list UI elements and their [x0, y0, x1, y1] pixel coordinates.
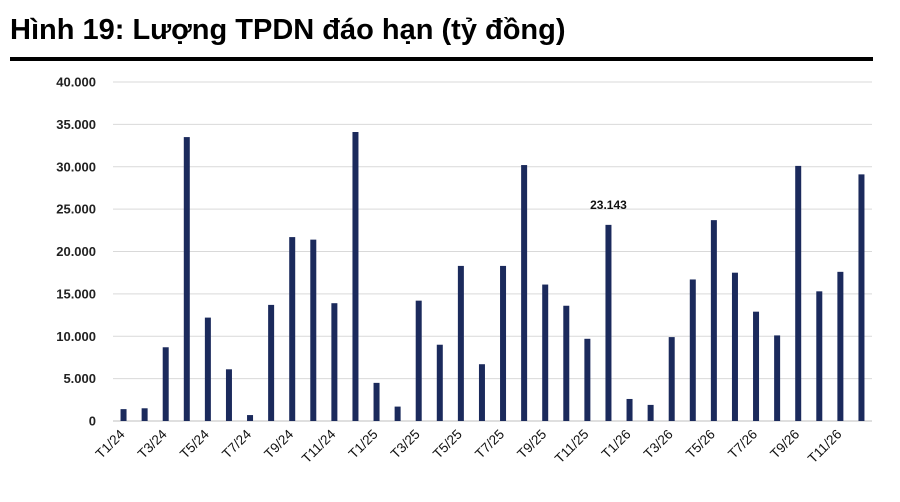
y-tick-label: 5.000	[63, 371, 96, 386]
bar	[605, 224, 612, 421]
chart-title: Hình 19: Lượng TPDN đáo hạn (tỷ đồng)	[10, 14, 566, 46]
x-axis-ticks: T1/24 T3/24 T5/24 T7/24 T9/24 T11/24 T1/25 T3/2…	[93, 426, 845, 466]
y-axis-ticks: 0 5.000 10.000 15.000 20.000 25.000 30.000 35.0…	[56, 75, 96, 429]
bar	[394, 406, 401, 421]
y-tick-label: 15.000	[56, 286, 96, 301]
bar	[225, 369, 232, 421]
bar	[415, 300, 422, 421]
bar	[204, 317, 211, 421]
data-label: 23.143	[590, 198, 627, 212]
y-tick-label: 40.000	[56, 75, 96, 90]
bar	[710, 220, 717, 421]
y-tick-label: 0	[89, 414, 96, 429]
y-tick-label: 30.000	[56, 159, 96, 174]
bar	[753, 311, 760, 421]
bar	[268, 304, 275, 421]
bar	[668, 337, 675, 421]
x-tick-label: T5/26	[683, 427, 718, 462]
x-tick-label: T11/25	[552, 427, 592, 467]
x-tick-label: T7/24	[219, 426, 254, 461]
bar	[795, 165, 802, 421]
bars	[120, 132, 865, 421]
x-tick-label: T7/25	[472, 427, 507, 462]
x-tick-label: T1/25	[346, 427, 381, 462]
bar	[500, 265, 507, 421]
bar	[141, 408, 148, 421]
bar	[858, 174, 865, 421]
bar	[584, 338, 591, 421]
x-tick-label: T11/26	[805, 427, 845, 467]
bar	[542, 284, 549, 421]
bar	[731, 272, 738, 421]
gridlines	[113, 81, 872, 422]
x-tick-label: T9/26	[767, 427, 802, 462]
x-tick-label: T11/24	[299, 426, 339, 466]
bar	[647, 404, 654, 421]
bar	[626, 398, 633, 421]
y-tick-label: 35.000	[56, 117, 96, 132]
bar	[478, 364, 485, 421]
bar	[289, 237, 296, 421]
bar	[352, 132, 359, 421]
bar	[521, 165, 528, 421]
bar	[310, 239, 317, 421]
x-tick-label: T9/25	[514, 427, 549, 462]
x-tick-label: T3/24	[135, 426, 170, 461]
bar	[162, 347, 169, 421]
x-tick-label: T3/26	[641, 427, 676, 462]
y-tick-label: 20.000	[56, 244, 96, 259]
bar	[774, 335, 781, 421]
bar	[436, 344, 443, 421]
bar	[373, 382, 380, 421]
x-tick-label: T1/26	[599, 427, 634, 462]
bar	[120, 409, 127, 421]
x-tick-label: T7/26	[725, 427, 760, 462]
x-tick-label: T9/24	[261, 426, 296, 461]
y-tick-label: 10.000	[56, 329, 96, 344]
bar	[816, 291, 823, 421]
bar	[563, 305, 570, 421]
bar	[183, 137, 190, 421]
bar	[457, 265, 464, 421]
x-tick-label: T5/25	[430, 427, 465, 462]
data-labels: 23.143	[590, 198, 627, 212]
x-tick-label: T5/24	[177, 426, 212, 461]
y-tick-label: 25.000	[56, 202, 96, 217]
bar	[837, 271, 844, 421]
bar	[689, 279, 696, 421]
title-underline	[10, 57, 873, 61]
x-tick-label: T1/24	[93, 426, 128, 461]
x-tick-label: T3/25	[388, 427, 423, 462]
bar	[331, 303, 338, 421]
bar	[247, 415, 254, 421]
